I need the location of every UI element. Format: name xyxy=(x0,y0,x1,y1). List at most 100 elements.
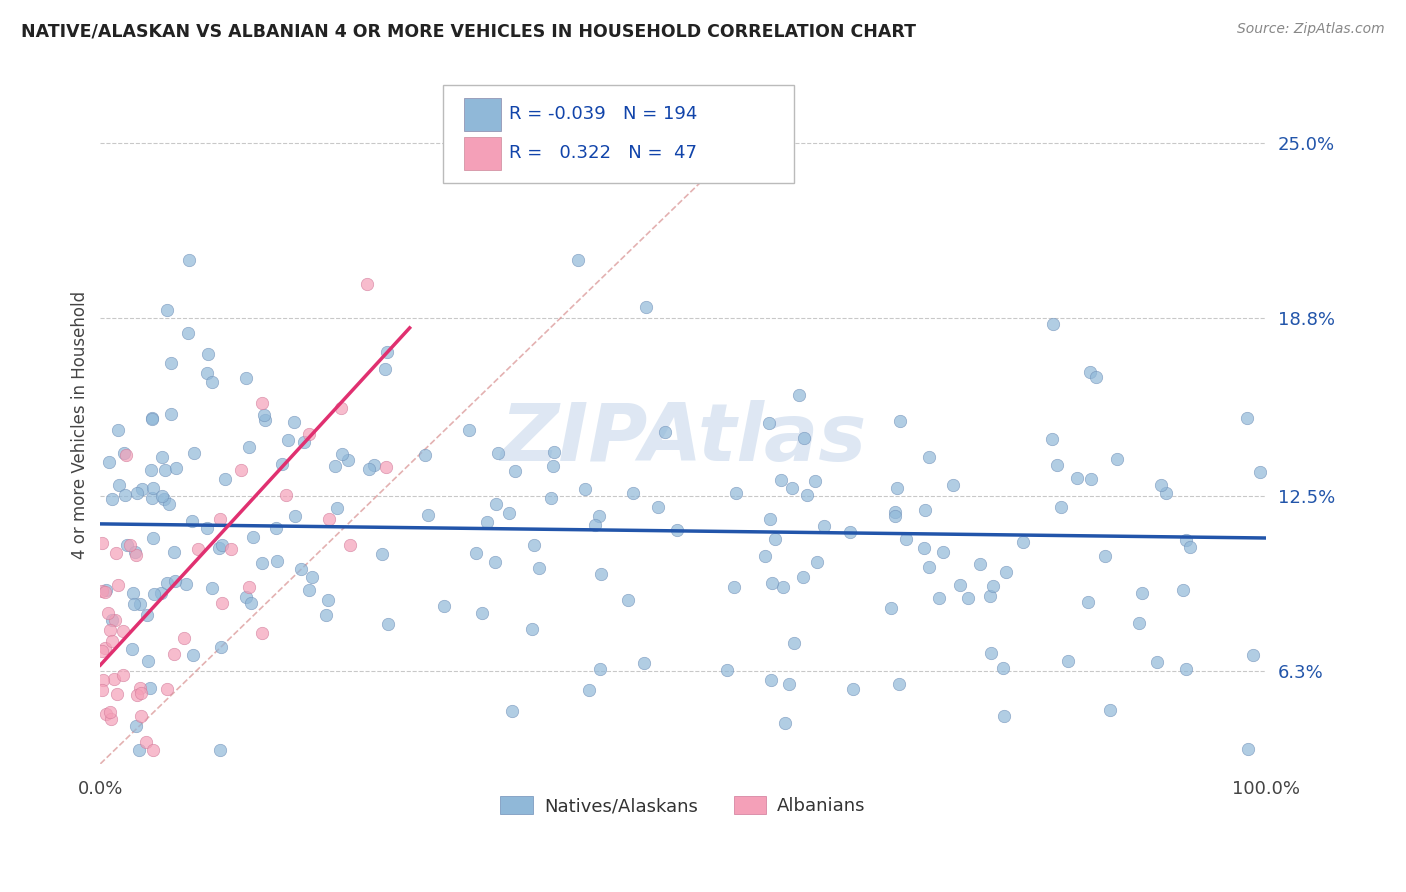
Point xyxy=(633,656,655,670)
Point xyxy=(363,458,385,473)
Point xyxy=(724,486,747,500)
Point xyxy=(250,556,273,570)
Point xyxy=(1012,535,1035,549)
Point xyxy=(979,589,1001,603)
Point xyxy=(112,446,135,460)
Point xyxy=(211,538,233,552)
Point xyxy=(181,648,204,662)
Point xyxy=(229,463,252,477)
Point xyxy=(339,537,361,551)
Point xyxy=(141,411,163,425)
Point xyxy=(1174,662,1197,676)
Point xyxy=(956,591,979,606)
Point xyxy=(761,576,783,591)
Point xyxy=(150,450,173,464)
Point xyxy=(806,555,828,569)
Point xyxy=(578,683,600,698)
Point xyxy=(122,597,145,611)
Point xyxy=(136,654,159,668)
Point xyxy=(121,642,143,657)
Point xyxy=(1049,500,1071,515)
Point xyxy=(917,560,939,574)
Point xyxy=(125,719,148,733)
Point xyxy=(356,277,378,291)
Point xyxy=(1094,549,1116,564)
Point xyxy=(173,631,195,645)
Point xyxy=(842,682,865,697)
Point xyxy=(471,606,494,620)
Point xyxy=(238,440,260,454)
Point xyxy=(778,676,800,690)
Point xyxy=(886,481,908,495)
Point xyxy=(125,486,148,500)
Point xyxy=(418,508,440,523)
Point xyxy=(1236,742,1258,756)
Point xyxy=(484,555,506,569)
Point xyxy=(91,536,114,550)
Text: NATIVE/ALASKAN VS ALBANIAN 4 OR MORE VEHICLES IN HOUSEHOLD CORRELATION CHART: NATIVE/ALASKAN VS ALBANIAN 4 OR MORE VEH… xyxy=(21,22,917,40)
Point xyxy=(501,704,523,718)
Point xyxy=(527,561,550,575)
Point xyxy=(498,506,520,520)
Point xyxy=(636,300,658,314)
Point xyxy=(162,648,184,662)
Point xyxy=(522,538,544,552)
Point xyxy=(264,521,287,535)
Point xyxy=(165,574,187,589)
Point xyxy=(298,426,321,441)
Point xyxy=(208,512,231,526)
Point xyxy=(1066,470,1088,484)
Point xyxy=(252,408,274,422)
Legend: Natives/Alaskans, Albanians: Natives/Alaskans, Albanians xyxy=(494,789,873,822)
Point xyxy=(337,453,360,467)
Point xyxy=(1180,540,1202,554)
Point xyxy=(1042,317,1064,331)
Point xyxy=(252,625,274,640)
Point xyxy=(121,586,143,600)
Point xyxy=(1241,648,1264,662)
Point xyxy=(128,597,150,611)
Point xyxy=(235,370,257,384)
Point xyxy=(125,688,148,702)
Point xyxy=(647,500,669,514)
Point xyxy=(98,705,121,719)
Point xyxy=(187,542,209,557)
Point xyxy=(665,523,688,537)
Point xyxy=(108,478,131,492)
Point xyxy=(1150,478,1173,492)
Point xyxy=(375,459,398,474)
Point xyxy=(326,500,349,515)
Point xyxy=(1107,452,1129,467)
Point xyxy=(486,446,509,460)
Point xyxy=(754,549,776,564)
Point xyxy=(183,446,205,460)
Point xyxy=(377,616,399,631)
Point xyxy=(101,613,124,627)
Point xyxy=(301,570,323,584)
Point xyxy=(980,646,1002,660)
Point xyxy=(763,532,786,546)
Point xyxy=(166,461,188,475)
Point xyxy=(114,488,136,502)
Point xyxy=(969,557,991,571)
Point xyxy=(433,599,456,614)
Point xyxy=(157,497,180,511)
Point xyxy=(112,668,135,682)
Point xyxy=(1080,472,1102,486)
Point xyxy=(912,541,935,556)
Point xyxy=(318,512,340,526)
Point xyxy=(283,415,305,429)
Point xyxy=(91,644,114,658)
Point xyxy=(759,673,782,687)
Point xyxy=(266,554,288,568)
Point xyxy=(163,545,186,559)
Point xyxy=(1171,582,1194,597)
Point xyxy=(457,423,479,437)
Point xyxy=(520,622,543,636)
Point xyxy=(91,673,114,687)
Point xyxy=(135,735,157,749)
Point xyxy=(887,677,910,691)
Point xyxy=(139,681,162,695)
Point xyxy=(292,435,315,450)
Point xyxy=(813,519,835,533)
